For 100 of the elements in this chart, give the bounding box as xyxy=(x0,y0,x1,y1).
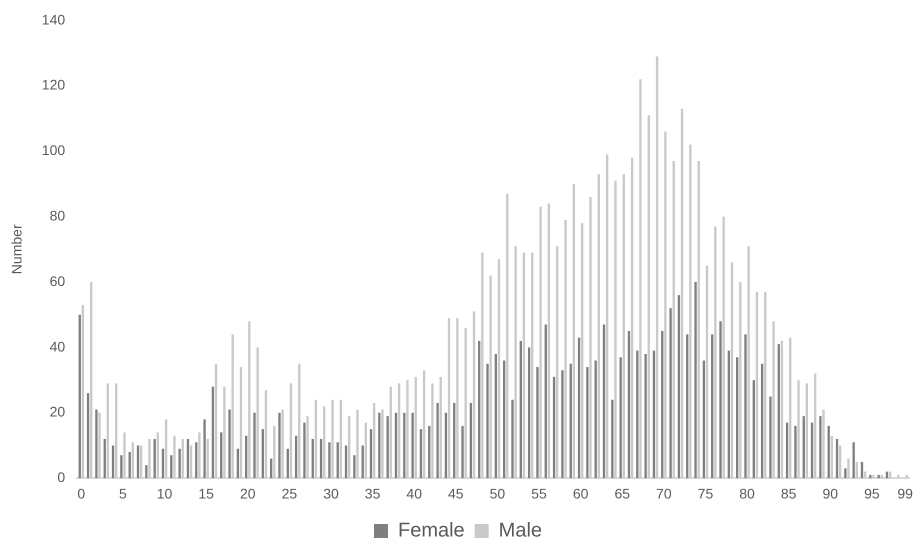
bar xyxy=(262,429,264,478)
bar xyxy=(372,402,376,478)
y-tick-label: 120 xyxy=(42,76,66,93)
bar xyxy=(173,436,176,478)
bar xyxy=(90,282,92,478)
x-tick-label: 55 xyxy=(531,485,548,502)
y-tick-label: 80 xyxy=(50,207,66,224)
bar xyxy=(195,442,198,478)
y-tick-label: 100 xyxy=(42,142,66,158)
x-tick-label: 85 xyxy=(780,485,797,502)
bar xyxy=(403,412,406,478)
x-tick-label: 15 xyxy=(198,485,214,502)
bar xyxy=(711,334,714,478)
x-tick-label: 30 xyxy=(323,485,339,502)
bar xyxy=(464,328,467,478)
bar xyxy=(353,455,356,478)
bar xyxy=(128,452,131,478)
bar xyxy=(478,340,480,478)
bar xyxy=(736,357,738,478)
bar xyxy=(888,472,892,478)
bar xyxy=(104,438,106,478)
bar xyxy=(256,347,259,478)
bar xyxy=(828,426,830,478)
bar xyxy=(203,419,206,478)
bar xyxy=(248,321,250,478)
bar xyxy=(506,194,508,478)
bar xyxy=(572,184,576,478)
x-tick-label: 25 xyxy=(282,485,298,502)
bar xyxy=(481,252,484,478)
bar xyxy=(281,410,284,478)
bar xyxy=(722,216,725,478)
bar xyxy=(182,438,184,478)
bar xyxy=(598,174,600,478)
bar xyxy=(286,448,289,478)
y-tick-label: 0 xyxy=(57,469,66,486)
y-tick-label: 140 xyxy=(42,11,66,28)
bar xyxy=(164,419,168,478)
bar xyxy=(340,400,342,478)
bar xyxy=(852,442,855,478)
bar xyxy=(390,386,392,478)
y-axis-title: Number xyxy=(8,224,24,274)
x-tick-label: 5 xyxy=(119,485,128,502)
bar xyxy=(220,432,222,478)
bar xyxy=(570,364,572,478)
x-tick-label: 80 xyxy=(739,485,756,502)
bar xyxy=(686,334,688,478)
bar xyxy=(698,161,700,478)
bar xyxy=(106,383,110,478)
bar xyxy=(880,474,883,478)
bar xyxy=(819,416,822,478)
bar xyxy=(323,406,326,478)
bar xyxy=(806,383,808,478)
bar xyxy=(314,400,318,478)
bar xyxy=(436,402,439,478)
bar xyxy=(830,436,833,478)
bar xyxy=(294,436,298,478)
bar xyxy=(132,442,134,478)
bar xyxy=(552,376,556,478)
bar xyxy=(548,204,550,478)
bar xyxy=(336,442,339,478)
bar xyxy=(669,308,672,478)
y-tick-label: 20 xyxy=(50,404,66,420)
bar xyxy=(760,364,764,478)
x-tick-label: 20 xyxy=(240,485,256,502)
bar xyxy=(714,226,716,478)
bar xyxy=(544,324,547,478)
bar xyxy=(320,438,322,478)
bar xyxy=(245,436,248,478)
bar xyxy=(672,161,675,478)
bar xyxy=(114,383,118,478)
bar xyxy=(802,416,805,478)
bar xyxy=(586,367,589,478)
x-tick-label: 90 xyxy=(822,485,838,502)
bar xyxy=(95,410,98,478)
bar xyxy=(606,154,608,478)
bar xyxy=(648,115,650,478)
bar xyxy=(411,412,414,478)
bar xyxy=(764,292,766,478)
bar xyxy=(223,386,226,478)
x-tick-label: 99 xyxy=(897,485,914,502)
bar xyxy=(453,402,456,478)
bar xyxy=(170,455,172,478)
bar xyxy=(838,446,842,478)
bar xyxy=(739,282,742,478)
bar xyxy=(348,416,350,478)
bar xyxy=(212,386,214,478)
bar xyxy=(619,357,622,478)
x-tick-label: 45 xyxy=(448,485,464,502)
bar xyxy=(232,334,234,478)
bar xyxy=(153,438,156,478)
x-tick-label: 50 xyxy=(490,485,506,502)
bar xyxy=(386,416,389,478)
bar xyxy=(414,376,417,478)
bar xyxy=(814,374,816,478)
bar xyxy=(431,383,434,478)
bar xyxy=(398,383,400,478)
bar xyxy=(789,338,792,478)
bar xyxy=(561,370,564,478)
bar xyxy=(82,304,84,478)
bar xyxy=(611,400,614,478)
